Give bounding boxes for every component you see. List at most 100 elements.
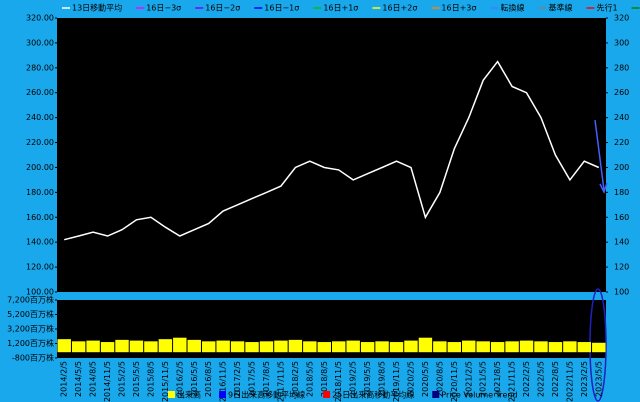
x-tick-label: 2023/5/5 [594,361,603,397]
x-tick-label: 2021/2/5 [464,361,473,397]
volume-bar [259,341,274,353]
volume-bar [462,340,476,353]
x-tick-label: 2015/2/5 [118,361,127,397]
volume-legend-label: 9日出来高移動平均線 [228,390,305,400]
legend-label: 16日−1σ [264,4,299,13]
legend-label: 16日+2σ [382,4,417,13]
y-tick-label: 200.00 [26,163,54,172]
volume-bar [332,341,346,353]
x-tick-label: 2018/11/5 [334,361,343,402]
volume-bar [404,340,418,353]
x-tick-label: 2018/8/5 [320,361,329,397]
volume-bar [57,339,71,353]
legend-label: 先行1 [596,3,617,13]
legend-label: 16日+3σ [441,4,476,13]
volume-legend-swatch [432,391,440,398]
volume-bar [144,341,158,353]
y-tick-label: 280.00 [26,63,54,72]
price-line [64,60,600,241]
x-tick-label: 2016/2/5 [175,361,184,397]
x-tick-label: 2018/5/5 [305,361,314,397]
y-tick-label: 240.00 [26,113,54,122]
y2-tick-label: 220 [614,138,629,147]
x-tick-label: 2022/5/5 [536,361,545,397]
volume-bar [71,341,86,353]
y-tick-label: 140.00 [26,238,54,247]
x-tick-label: 2014/5/5 [74,361,83,397]
y-tick-label: 160.00 [26,213,54,222]
x-tick-label: 2016/8/5 [204,361,213,397]
x-tick-label: 2017/11/5 [276,361,285,402]
volume-bar [360,342,375,353]
volume-bar [317,342,331,353]
volume-bar [245,342,259,353]
x-tick-label: 2018/2/5 [291,361,300,397]
volume-bar [346,340,360,353]
annotation-arrow-head [599,182,608,194]
volume-bar [592,342,606,353]
volume-bar [505,341,519,353]
x-tick-label: 2019/8/5 [378,361,387,397]
volume-tick-label: 5,200百万株 [7,309,54,319]
y2-tick-label: 240 [614,113,629,122]
x-tick-label: 2015/8/5 [146,361,155,397]
volume-bar [418,337,433,353]
volume-bar [433,341,447,353]
volume-bar [158,339,173,353]
x-tick-label: 2017/8/5 [262,361,271,397]
y2-tick-label: 100 [614,288,629,297]
x-tick-label: 2020/8/5 [435,361,444,397]
y2-tick-label: 160 [614,213,629,222]
y2-tick-label: 140 [614,238,629,247]
x-tick-label: 2014/2/5 [60,361,69,397]
volume-bar [100,342,115,353]
y-tick-label: 100.00 [26,288,54,297]
x-tick-label: 2021/8/5 [493,361,502,397]
legend-label: 16日−3σ [146,4,181,13]
x-tick-label: 2015/5/5 [132,361,141,397]
volume-bar [86,340,100,353]
y-tick-label: 260.00 [26,88,54,97]
y2-tick-label: 180 [614,188,629,197]
legend-label: 転換線 [500,3,524,13]
x-tick-label: 2020/2/5 [406,361,415,397]
x-tick-label: 2020/5/5 [421,361,430,397]
volume-tick-label: 1,200百万株 [7,338,54,348]
y2-tick-label: 280 [614,63,629,72]
legend-label: 基準線 [548,3,572,13]
y2-tick-label: 300 [614,38,629,47]
volume-bar [563,341,577,353]
x-tick-label: 2016/11/5 [219,361,228,402]
x-tick-label: 2014/11/5 [103,361,112,402]
volume-tick-label: 3,200百万株 [7,324,54,334]
volume-bar [274,340,288,353]
volume-bar [187,339,201,353]
volume-tick-label: -800百万株 [12,353,54,363]
x-tick-label: 2020/11/5 [450,361,459,402]
x-tick-label: 2022/11/5 [565,361,574,402]
volume-legend-swatch [168,391,175,398]
volume-bar [490,342,505,353]
volume-bar [230,341,245,353]
volume-legend-label: 25日出来高移動平均線 [332,390,414,400]
volume-bar [519,340,534,353]
x-tick-label: 2019/5/5 [363,361,372,397]
volume-bar [548,342,563,353]
volume-legend-swatch [219,391,226,398]
y-tick-label: 220.00 [26,138,54,147]
x-tick-label: 2017/2/5 [233,361,242,397]
volume-bar [534,341,548,353]
annotation-arrow [594,119,605,191]
x-tick-label: 2014/8/5 [89,361,98,397]
legend-label: 16日−2σ [205,4,240,13]
volume-bar [389,342,404,353]
x-tick-label: 2022/2/5 [522,361,531,397]
volume-bar [201,341,216,353]
y-tick-label: 120.00 [26,263,54,272]
volume-bar [447,342,462,353]
volume-bar [115,339,129,353]
x-tick-label: 2022/8/5 [551,361,560,397]
volume-legend-label: 出来高 [177,390,201,400]
volume-bar [129,340,144,353]
